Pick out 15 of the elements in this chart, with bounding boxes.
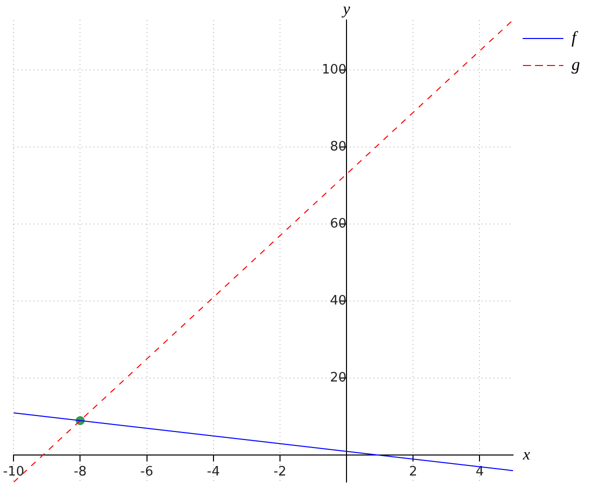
x-tick-label: -6: [140, 464, 154, 480]
x-tick-label: -10: [3, 464, 24, 480]
x-axis-title: x: [522, 446, 530, 464]
legend-label: g: [572, 54, 580, 74]
y-tick-label: 60: [330, 216, 347, 232]
y-tick-label: 40: [330, 294, 347, 309]
y-tick-label: 100: [322, 62, 347, 78]
x-tick-label: 2: [408, 464, 418, 480]
y-axis-title: y: [340, 1, 351, 18]
legend-label: f: [572, 28, 578, 47]
y-tick-label: 20: [330, 370, 347, 386]
x-tick-label: -4: [206, 464, 220, 480]
x-tick-label: -8: [74, 464, 87, 480]
x-tick-label: -2: [273, 464, 286, 480]
y-tick-label: 80: [330, 139, 347, 154]
